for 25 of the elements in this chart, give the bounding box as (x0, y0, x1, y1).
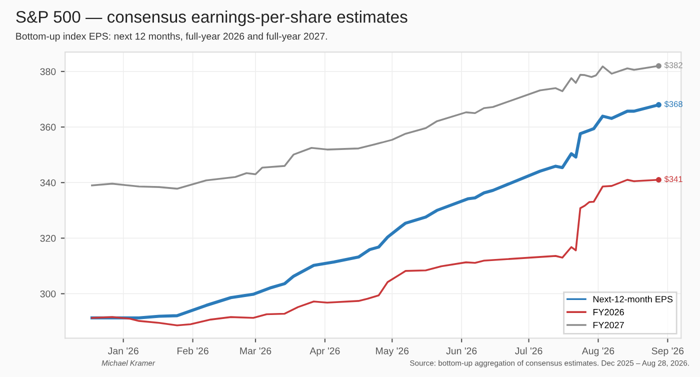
legend-label: Next-12-month EPS (593, 296, 673, 302)
point (656, 177, 662, 183)
y-tick-label: 360 (40, 124, 56, 131)
x-tick-label: May '26 (376, 347, 409, 356)
y-tick-label: 300 (40, 290, 56, 298)
y-tick-label: 340 (40, 179, 56, 186)
point (656, 63, 662, 69)
x-tick-label: Jun '26 (446, 347, 477, 354)
y-tick-label: 320 (40, 234, 56, 242)
chart-subtitle: Bottom-up index EPS: next 12 months, full-year 2026 and full-year 2027. (16, 32, 327, 42)
annotation: $368 (664, 100, 682, 108)
annotation: $341 (664, 176, 682, 183)
annotation: $382 (664, 62, 682, 69)
x-tick-label: Apr '26 (310, 347, 340, 356)
x-tick-label: Sep '26 (652, 347, 684, 356)
x-tick-label: Aug '26 (582, 347, 614, 356)
point (656, 102, 662, 108)
x-tick-label: Jan '26 (108, 347, 138, 354)
chart-title: S&P 500 — consensus earnings-per-share estimates (16, 10, 408, 26)
x-tick-label: Feb '26 (178, 347, 208, 354)
y-tick-label: 380 (40, 68, 56, 76)
legend-label: FY2027 (593, 322, 624, 328)
x-tick-label: Mar '26 (240, 347, 272, 354)
x-tick-label: Jul '26 (515, 347, 542, 354)
legend-label: FY2026 (593, 308, 624, 316)
